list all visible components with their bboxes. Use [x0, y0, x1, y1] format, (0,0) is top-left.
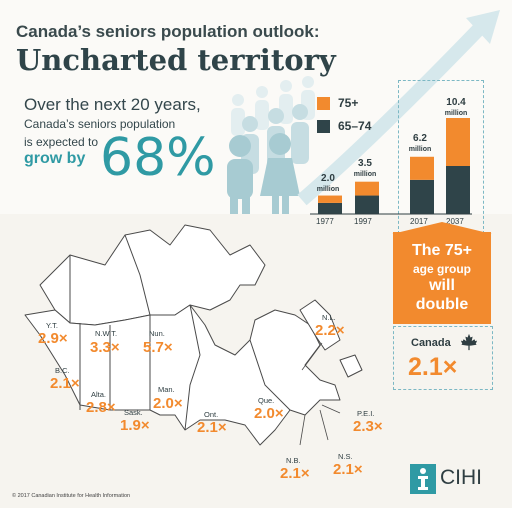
region-value-nwt: 3.3×	[90, 339, 120, 356]
cihi-logo-icon	[410, 464, 436, 494]
region-label-pei: P.E.I.	[357, 409, 375, 418]
callout-line-1: The 75+	[411, 242, 473, 259]
intro-line-1: Over the next 20 years,	[24, 95, 201, 114]
growth-arrow-head	[466, 10, 500, 44]
maple-leaf-icon	[460, 333, 478, 351]
region-label-alta: Alta.	[91, 390, 107, 399]
callout-line-2: age group	[412, 262, 471, 276]
region-label-que: Que.	[258, 396, 275, 405]
region-value-nl: 2.2×	[315, 322, 345, 339]
leader-line-nl	[301, 342, 323, 371]
map-region-north	[39, 224, 266, 326]
region-value-pei: 2.3×	[353, 418, 383, 435]
bar-1977-65-74	[318, 202, 342, 214]
map-region-newfoundland	[339, 354, 363, 378]
leader-line-nb	[299, 414, 306, 446]
region-label-nwt: N.W.T.	[95, 329, 118, 338]
region-label-ns: N.S.	[338, 452, 353, 461]
canada-total-box: Canada 2.1×	[393, 326, 493, 390]
region-value-bc: 2.1×	[50, 375, 80, 392]
callout-arrow	[392, 222, 492, 234]
legend-label-75-plus: 75+	[338, 96, 359, 110]
leader-line-pei	[321, 404, 341, 414]
intro-line-3: is expected to	[24, 135, 99, 149]
region-label-man: Man.	[158, 385, 175, 394]
bar-2037-65-74	[446, 166, 470, 214]
legend-swatch-65-74	[317, 120, 330, 133]
canada-label: Canada	[411, 337, 451, 349]
region-label-yt: Y.T.	[46, 321, 58, 330]
title-line-2: Uncharted territory	[16, 43, 336, 77]
total-label-2017: 6.2 million	[408, 133, 432, 153]
total-label-1997: 3.5 million	[353, 158, 377, 178]
bar-2017-65-74	[410, 179, 434, 214]
legend-label-65-74: 65–74	[338, 119, 372, 133]
copyright-notice: © 2017 Canadian Institute for Health Inf…	[12, 493, 131, 499]
region-label-nl: N.L.	[322, 313, 336, 322]
cihi-logo-text: CIHI	[440, 466, 482, 489]
intro-line-2: Canada’s seniors population	[24, 117, 176, 131]
year-label-2017: 2017	[410, 217, 428, 226]
canada-value: 2.1×	[408, 353, 458, 381]
region-value-ont: 2.1×	[197, 419, 227, 436]
region-label-sask: Sask.	[124, 408, 143, 417]
bar-2037-75-plus	[446, 118, 470, 166]
bar-2017-75-plus	[410, 156, 434, 180]
region-label-nb: N.B.	[286, 456, 301, 465]
total-label-2037: 10.4 million	[444, 97, 468, 117]
growth-percent: 68%	[100, 128, 216, 188]
grow-by-label: grow by	[24, 150, 86, 167]
map-region-mainland	[24, 304, 341, 446]
region-value-nun: 5.7×	[143, 339, 173, 356]
map-border-man-ont	[184, 304, 201, 431]
region-label-nun: Nun.	[149, 329, 165, 338]
region-value-sask: 1.9×	[120, 417, 150, 434]
map-region-labrador	[299, 299, 341, 351]
region-value-man: 2.0×	[153, 395, 183, 412]
year-label-2037: 2037	[446, 217, 464, 226]
year-label-1997: 1997	[354, 217, 372, 226]
year-label-1977: 1977	[316, 217, 334, 226]
map-border-ont-que	[249, 339, 291, 411]
bar-1977-75-plus	[318, 195, 342, 203]
callout-line-3: will	[429, 277, 455, 294]
region-value-nb: 2.1×	[280, 465, 310, 482]
map-border-nwt-nun	[124, 234, 151, 316]
total-label-1977: 2.0 million	[316, 173, 340, 193]
region-label-bc: B.C.	[55, 366, 70, 375]
bar-1997-75-plus	[355, 181, 379, 196]
legend-swatch-75-plus	[317, 97, 330, 110]
region-value-alta: 2.8×	[86, 399, 116, 416]
region-label-ont: Ont.	[204, 410, 219, 419]
bar-1997-65-74	[355, 195, 379, 214]
people-silhouettes-illustration	[227, 10, 500, 214]
callout-75-plus-double: The 75+ age group will double	[392, 222, 492, 324]
title-line-1: Canada’s seniors population outlook:	[16, 22, 320, 41]
seniors-population-bar-chart	[310, 118, 472, 215]
callout-line-4: double	[415, 296, 469, 313]
region-value-ns: 2.1×	[333, 461, 363, 478]
region-value-yt: 2.9×	[38, 330, 68, 347]
region-value-que: 2.0×	[254, 405, 284, 422]
leader-line-ns	[319, 409, 329, 441]
growth-arrow-shaft	[297, 25, 484, 206]
canada-map	[24, 224, 363, 446]
